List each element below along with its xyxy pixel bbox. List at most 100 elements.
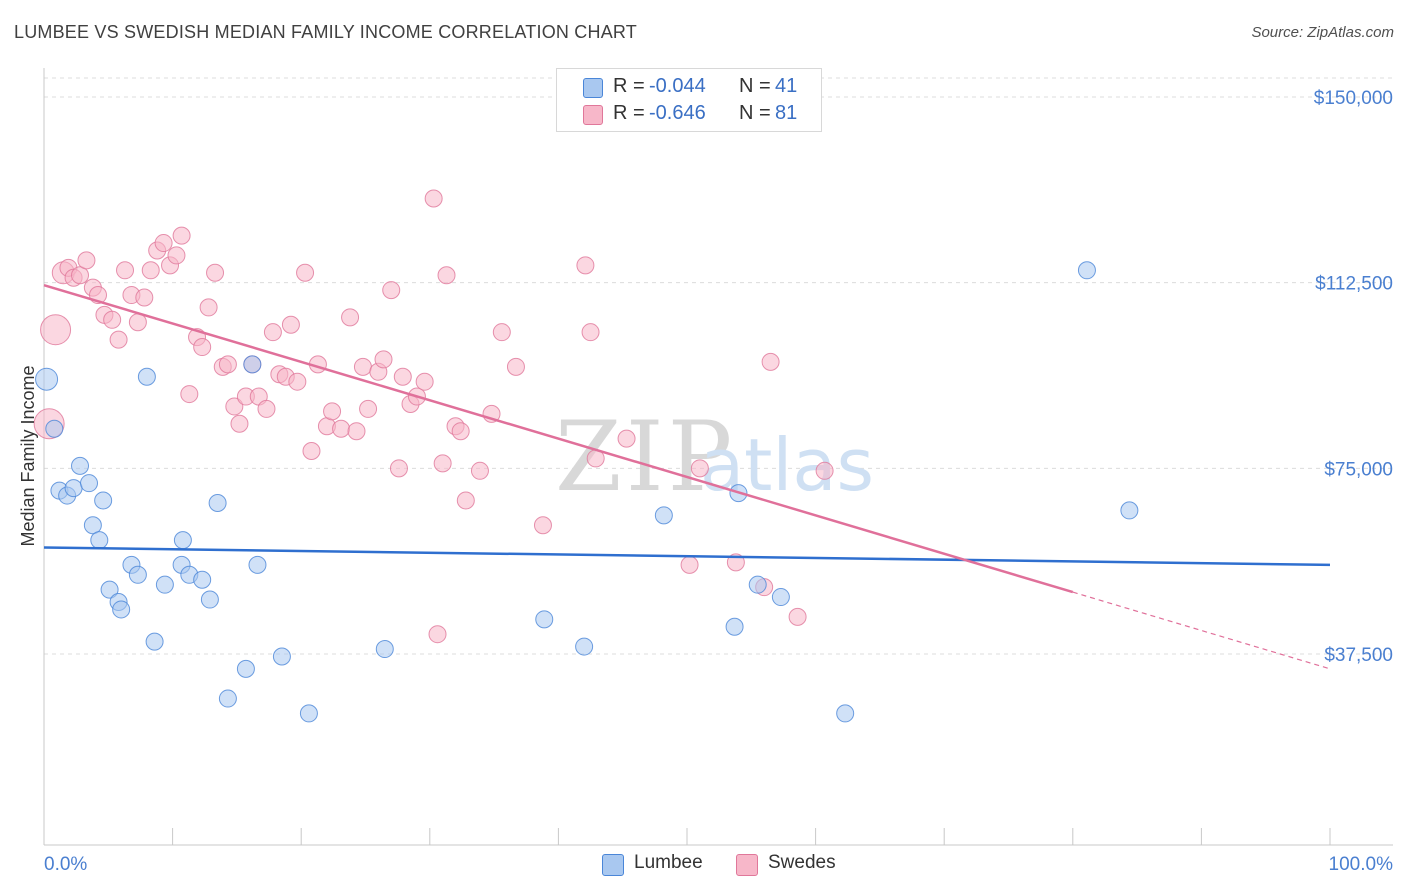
swedes-point xyxy=(323,402,342,421)
lumbee-point xyxy=(64,479,83,498)
lumbee-point xyxy=(137,367,156,386)
lumbee-point xyxy=(771,588,790,607)
legend-swatch-lumbee xyxy=(602,854,624,876)
swedes-point xyxy=(109,330,128,349)
swedes-point xyxy=(617,429,636,448)
swedes-point xyxy=(103,310,122,329)
swedes-point xyxy=(815,461,834,480)
lumbee-point xyxy=(128,565,147,584)
legend-r-value: -0.646 xyxy=(649,102,706,124)
swedes-point xyxy=(206,263,225,282)
y-axis-label: Median Family Income xyxy=(18,365,38,546)
legend-n-value: 41 xyxy=(775,75,798,97)
y-tick-label: $112,500 xyxy=(1315,274,1393,295)
swedes-point xyxy=(116,261,135,280)
swedes-point xyxy=(128,313,147,332)
swedes-point xyxy=(167,246,186,265)
watermark-zip: ZIP xyxy=(555,401,736,513)
lumbee-point xyxy=(208,493,227,512)
lumbee-point xyxy=(145,632,164,651)
swedes-point xyxy=(393,367,412,386)
swedes-point xyxy=(470,461,489,480)
lumbee-point xyxy=(272,647,291,666)
swedes-point xyxy=(135,288,154,307)
lumbee-point xyxy=(725,617,744,636)
lumbee-point xyxy=(654,506,673,525)
lumbee-point xyxy=(535,610,554,629)
lumbee-point xyxy=(80,474,99,493)
y-tick-labels: $150,000 $112,500 $75,000 $37,500 xyxy=(1314,88,1393,666)
swedes-point xyxy=(193,338,212,357)
lumbee-point xyxy=(236,659,255,678)
legend-label-lumbee: Lumbee xyxy=(634,852,703,873)
swedes-point xyxy=(172,226,191,245)
swedes-point xyxy=(263,323,282,342)
lumbee-point xyxy=(1120,501,1139,520)
swedes-point xyxy=(288,372,307,391)
swedes-point xyxy=(451,422,470,441)
source-note: Source: ZipAtlas.com xyxy=(1251,24,1394,41)
lumbee-point xyxy=(71,456,90,475)
watermark: ZIP atlas xyxy=(555,401,874,513)
swedes-point xyxy=(359,399,378,418)
legend-n-label: N = xyxy=(739,75,771,97)
swedes-point xyxy=(680,555,699,574)
y-tick-label: $150,000 xyxy=(1314,88,1393,109)
swedes-point xyxy=(218,355,237,374)
legend-swatch-lumbee xyxy=(583,78,603,98)
legend-n-value: 81 xyxy=(775,102,798,124)
swedes-trend-line xyxy=(43,283,1074,594)
swedes-point xyxy=(506,357,525,376)
lumbee-point xyxy=(173,531,192,550)
swedes-point xyxy=(533,516,552,535)
swedes-point xyxy=(332,419,351,438)
y-tick-label: $37,500 xyxy=(1324,645,1393,666)
lumbee-point xyxy=(836,704,855,723)
swedes-point xyxy=(788,607,807,626)
swedes-point xyxy=(296,263,315,282)
swedes-point xyxy=(71,266,90,285)
legend-label-swedes: Swedes xyxy=(768,852,836,873)
swedes-point xyxy=(424,189,443,208)
lumbee-point xyxy=(575,637,594,656)
swedes-point xyxy=(77,251,96,270)
swedes-point xyxy=(141,261,160,280)
swedes-point xyxy=(154,234,173,253)
swedes-point xyxy=(341,308,360,327)
lumbee-point xyxy=(83,516,102,535)
lumbee-point xyxy=(218,689,237,708)
swedes-point xyxy=(302,442,321,461)
lumbee-point xyxy=(200,590,219,609)
legend-n-label: N = xyxy=(739,102,771,124)
lumbee-point xyxy=(94,491,113,510)
swedes-point xyxy=(180,385,199,404)
swedes-point xyxy=(230,414,249,433)
legend-r-label: R = xyxy=(613,75,645,97)
swedes-trend-extension xyxy=(1072,591,1331,670)
swedes-point xyxy=(415,372,434,391)
chart-title: LUMBEE VS SWEDISH MEDIAN FAMILY INCOME C… xyxy=(14,22,637,42)
swedes-point xyxy=(199,298,218,317)
swedes-point xyxy=(456,491,475,510)
lumbee-point xyxy=(243,355,262,374)
axes xyxy=(43,68,1393,846)
x-tick-min: 0.0% xyxy=(44,854,87,875)
swedes-point xyxy=(492,323,511,342)
lumbee-point xyxy=(375,640,394,659)
swedes-point xyxy=(581,323,600,342)
lumbee-trend-line xyxy=(43,546,1331,567)
swedes-point xyxy=(353,357,372,376)
correlation-legend: R = -0.044 N = 41 R = -0.646 N = 81 xyxy=(556,68,822,132)
swedes-point xyxy=(428,625,447,644)
swedes-point xyxy=(690,459,709,478)
y-tick-label: $75,000 xyxy=(1324,459,1393,480)
lumbee-point xyxy=(90,531,109,550)
swedes-point xyxy=(347,422,366,441)
lumbee-point xyxy=(748,575,767,594)
watermark-atlas: atlas xyxy=(700,423,874,507)
lumbee-point xyxy=(45,419,64,438)
lumbee-point xyxy=(299,704,318,723)
swedes-point xyxy=(382,281,401,300)
legend-r-label: R = xyxy=(613,102,645,124)
swedes-point xyxy=(374,350,393,369)
